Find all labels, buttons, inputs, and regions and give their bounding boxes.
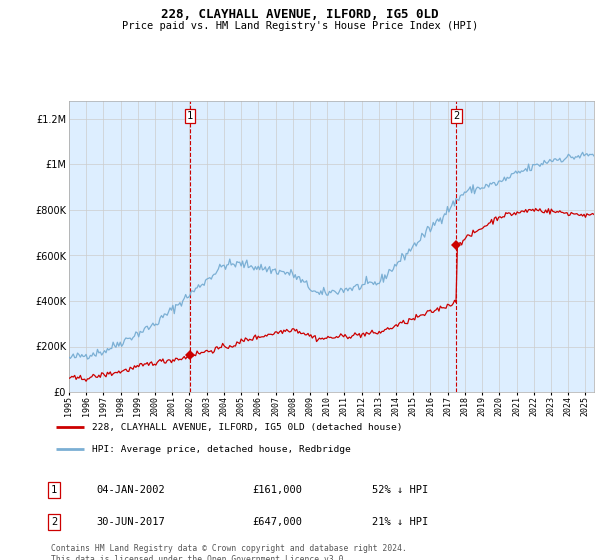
Text: Contains HM Land Registry data © Crown copyright and database right 2024.
This d: Contains HM Land Registry data © Crown c… bbox=[51, 544, 407, 560]
Text: 1: 1 bbox=[187, 111, 193, 121]
Text: 04-JAN-2002: 04-JAN-2002 bbox=[96, 485, 165, 495]
Text: 228, CLAYHALL AVENUE, ILFORD, IG5 0LD (detached house): 228, CLAYHALL AVENUE, ILFORD, IG5 0LD (d… bbox=[92, 423, 403, 432]
Text: 1: 1 bbox=[51, 485, 57, 495]
Text: 2: 2 bbox=[51, 517, 57, 527]
Text: 52% ↓ HPI: 52% ↓ HPI bbox=[372, 485, 428, 495]
Text: HPI: Average price, detached house, Redbridge: HPI: Average price, detached house, Redb… bbox=[92, 445, 350, 454]
Text: £647,000: £647,000 bbox=[252, 517, 302, 527]
Text: 21% ↓ HPI: 21% ↓ HPI bbox=[372, 517, 428, 527]
Text: Price paid vs. HM Land Registry's House Price Index (HPI): Price paid vs. HM Land Registry's House … bbox=[122, 21, 478, 31]
Text: 2: 2 bbox=[453, 111, 460, 121]
Text: 30-JUN-2017: 30-JUN-2017 bbox=[96, 517, 165, 527]
Text: £161,000: £161,000 bbox=[252, 485, 302, 495]
Text: 228, CLAYHALL AVENUE, ILFORD, IG5 0LD: 228, CLAYHALL AVENUE, ILFORD, IG5 0LD bbox=[161, 8, 439, 21]
